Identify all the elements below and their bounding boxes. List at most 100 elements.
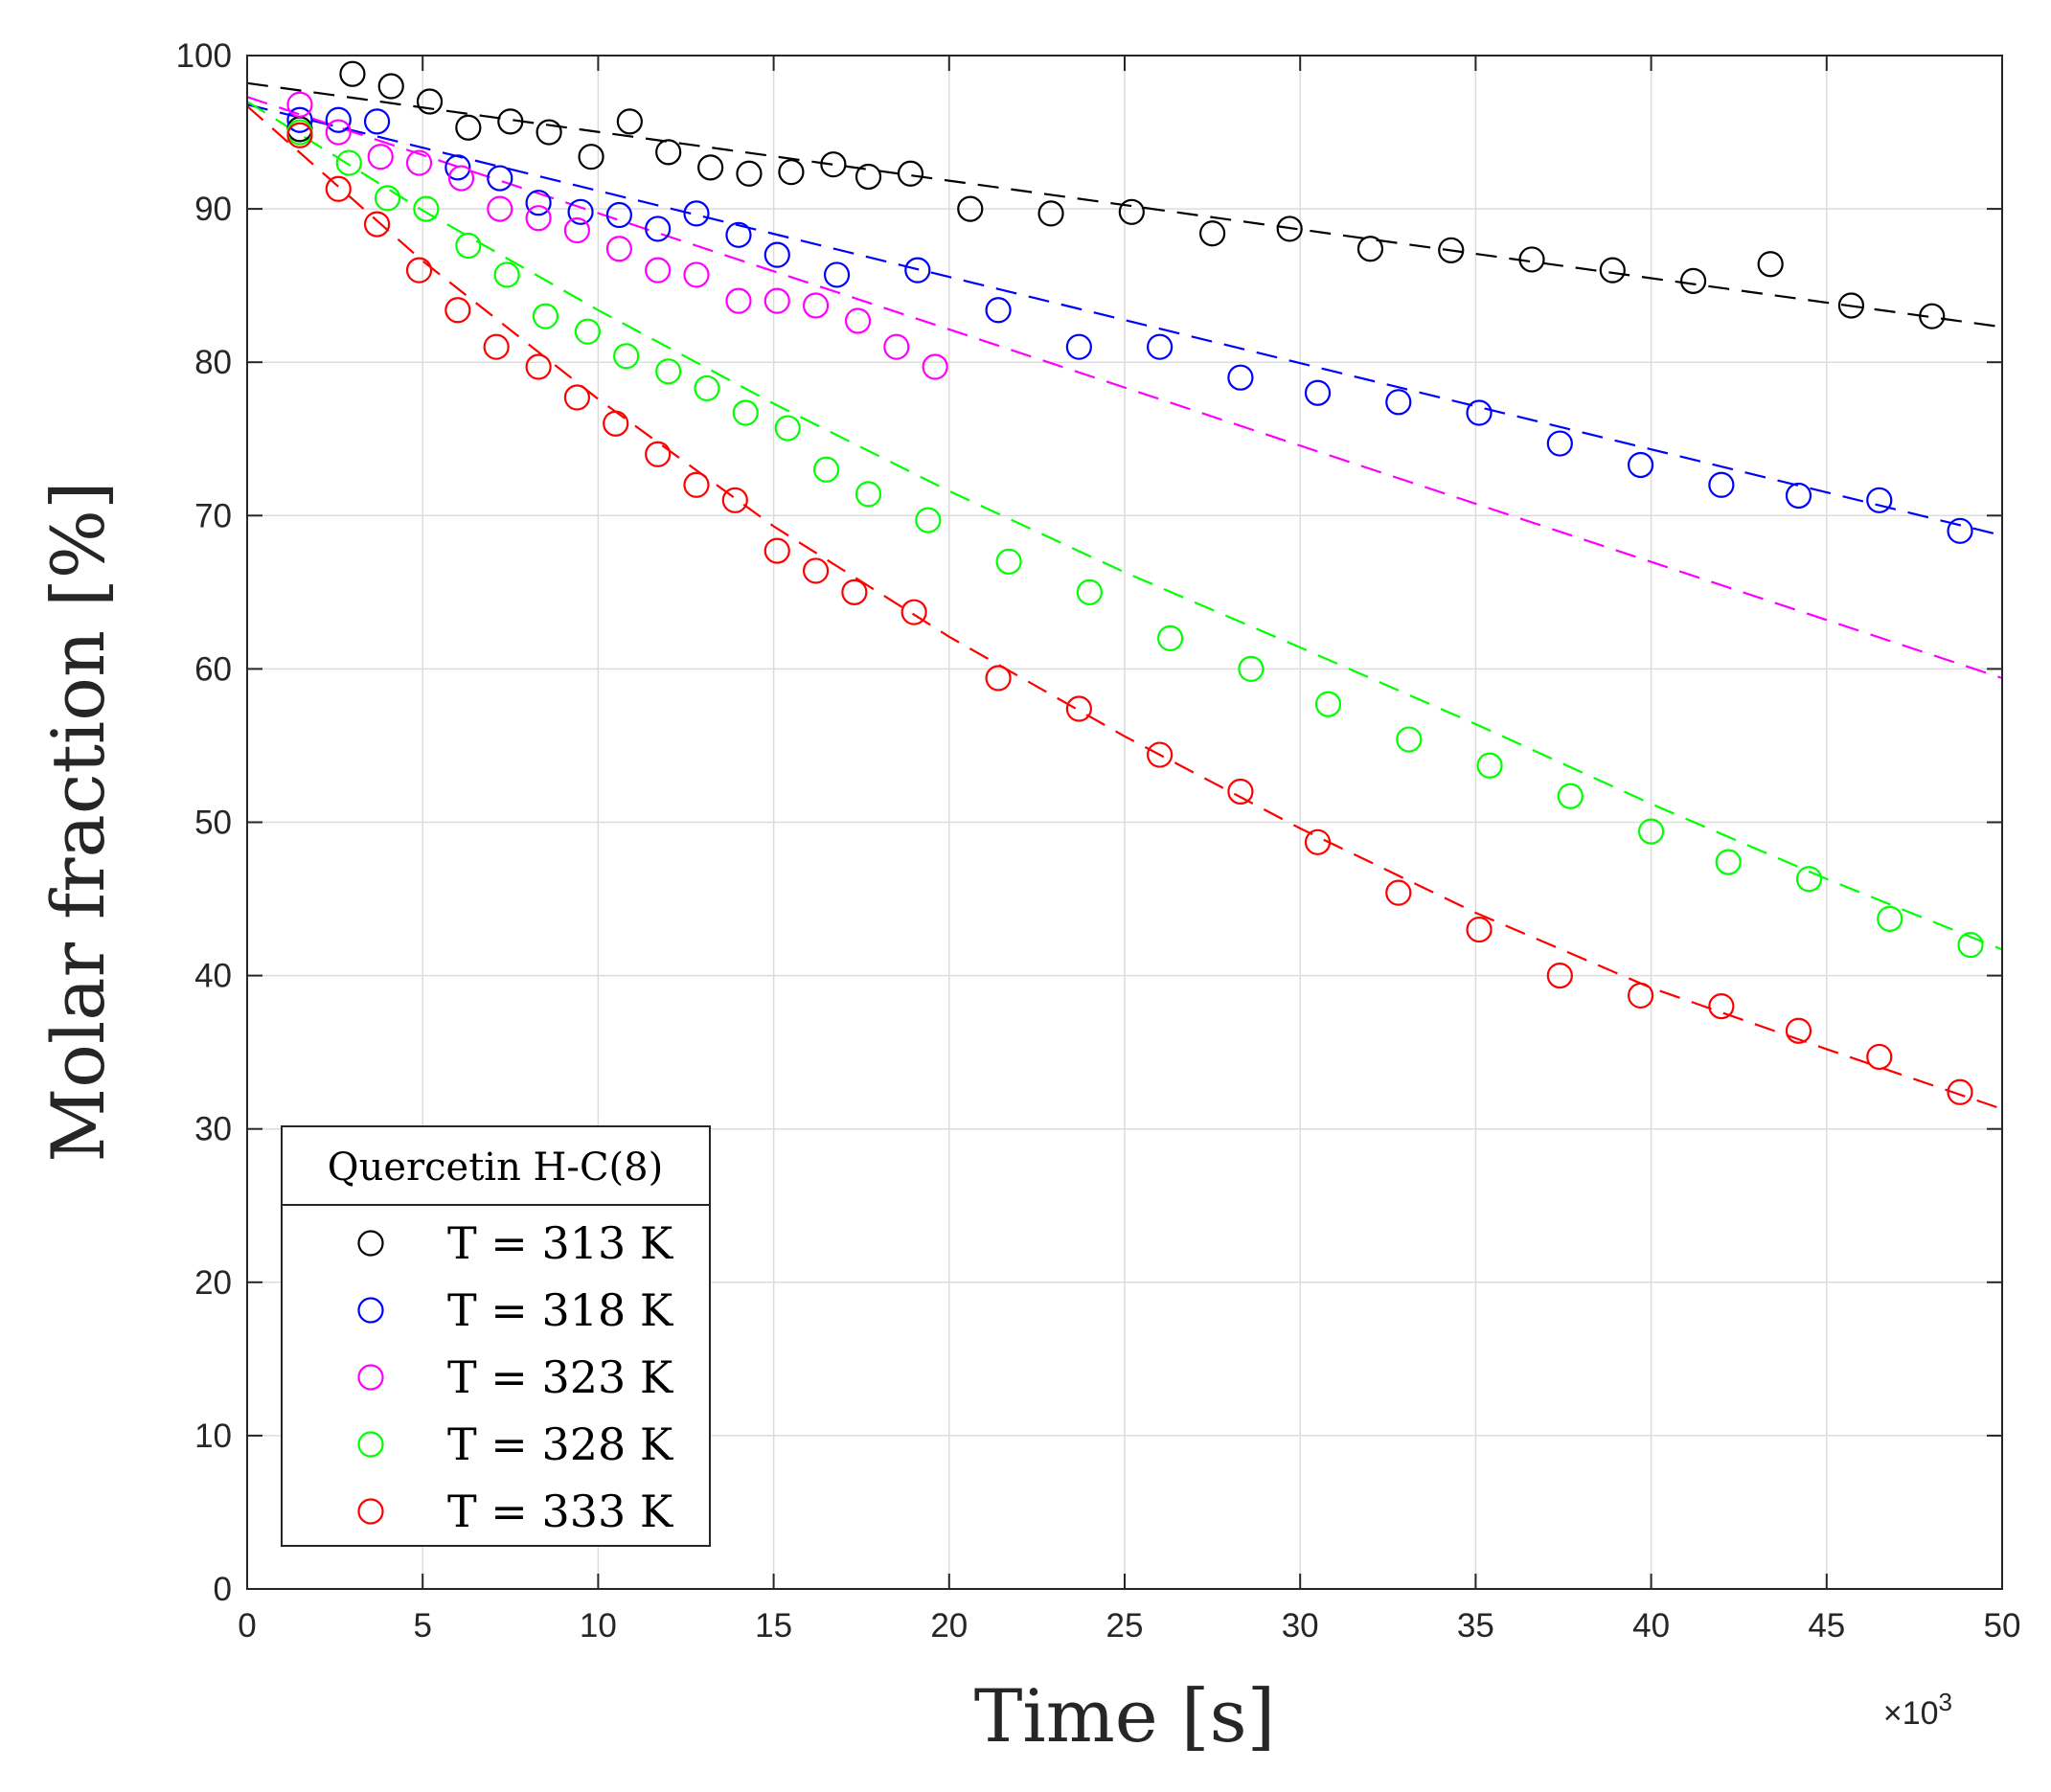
data-point-series-2 bbox=[1628, 451, 1654, 479]
data-point-series-4 bbox=[1076, 578, 1103, 605]
data-point-series-2 bbox=[1385, 389, 1412, 416]
data-point-series-1 bbox=[536, 119, 562, 146]
data-point-series-4 bbox=[335, 149, 362, 176]
legend-marker-5 bbox=[357, 1498, 384, 1525]
y-tick-label: 30 bbox=[194, 1111, 232, 1148]
data-point-series-2 bbox=[1866, 487, 1893, 513]
data-point-series-2 bbox=[286, 106, 313, 133]
data-point-series-1 bbox=[339, 60, 366, 87]
x-tick-label: 0 bbox=[238, 1607, 256, 1645]
data-point-series-5 bbox=[1147, 741, 1174, 768]
data-point-series-2 bbox=[1546, 430, 1573, 457]
data-point-series-5 bbox=[1785, 1017, 1812, 1044]
data-point-series-2 bbox=[444, 154, 471, 181]
legend-entries: T = 313 K T = 318 K T = 323 K T = 328 K T = … bbox=[357, 1217, 674, 1537]
data-point-series-2 bbox=[1947, 517, 1973, 544]
data-point-series-4 bbox=[1476, 752, 1503, 779]
data-point-series-2 bbox=[525, 190, 552, 216]
data-point-series-5 bbox=[1866, 1043, 1893, 1071]
data-point-series-2 bbox=[1147, 333, 1174, 360]
data-points bbox=[286, 60, 1984, 1105]
fit-line-4 bbox=[246, 101, 2003, 951]
data-point-series-2 bbox=[363, 108, 391, 135]
y-tick-label: 60 bbox=[194, 650, 232, 688]
data-point-series-3 bbox=[763, 287, 790, 314]
data-point-series-5 bbox=[985, 665, 1012, 692]
data-point-series-1 bbox=[578, 144, 604, 170]
y-tick-label: 0 bbox=[214, 1571, 232, 1608]
data-point-series-4 bbox=[532, 303, 559, 329]
y-tick-label: 70 bbox=[194, 497, 232, 534]
data-point-series-1 bbox=[497, 108, 524, 135]
data-point-series-2 bbox=[1708, 471, 1735, 498]
data-point-series-1 bbox=[1679, 267, 1707, 294]
legend-marker-1 bbox=[357, 1230, 384, 1257]
data-point-series-2 bbox=[985, 297, 1012, 324]
x-tick-label: 50 bbox=[1984, 1607, 2021, 1645]
data-point-series-1 bbox=[957, 195, 984, 222]
legend-marker-4 bbox=[357, 1431, 384, 1458]
x-tick-label: 45 bbox=[1808, 1607, 1845, 1645]
data-point-series-4 bbox=[694, 374, 720, 402]
data-point-series-4 bbox=[613, 343, 640, 370]
data-point-series-5 bbox=[1385, 879, 1412, 906]
data-point-series-4 bbox=[1957, 931, 1984, 959]
x-axis-title: Time [s] bbox=[974, 1673, 1276, 1758]
data-point-series-5 bbox=[645, 441, 672, 467]
data-point-series-5 bbox=[525, 353, 552, 380]
data-point-series-1 bbox=[1118, 198, 1145, 225]
data-point-series-5 bbox=[1947, 1078, 1973, 1105]
data-point-series-5 bbox=[603, 410, 629, 437]
x-tick-label: 5 bbox=[413, 1607, 431, 1645]
data-point-series-4 bbox=[374, 185, 401, 212]
data-point-series-3 bbox=[844, 307, 872, 334]
data-point-series-4 bbox=[1396, 726, 1423, 753]
data-point-series-3 bbox=[367, 144, 394, 170]
data-point-series-4 bbox=[655, 358, 682, 385]
data-point-series-5 bbox=[286, 122, 313, 148]
data-point-series-4 bbox=[1157, 624, 1184, 651]
data-point-series-1 bbox=[1356, 236, 1384, 262]
data-point-series-1 bbox=[897, 160, 924, 187]
data-point-series-4 bbox=[1314, 691, 1342, 717]
legend-label-5: T = 333 K bbox=[447, 1486, 674, 1537]
data-point-series-5 bbox=[1546, 962, 1573, 989]
data-point-series-1 bbox=[1919, 303, 1946, 329]
data-point-series-1 bbox=[697, 154, 724, 181]
data-point-series-3 bbox=[563, 216, 591, 244]
data-point-series-4 bbox=[812, 456, 840, 483]
data-point-series-5 bbox=[763, 537, 790, 564]
data-point-series-2 bbox=[1065, 333, 1092, 360]
data-point-series-3 bbox=[883, 333, 910, 360]
x-tick-label: 40 bbox=[1632, 1607, 1670, 1645]
y-tick-label: 90 bbox=[194, 191, 232, 228]
x-axis-multiplier: ×103 bbox=[1883, 1688, 1952, 1732]
x-tick-label: 30 bbox=[1282, 1607, 1319, 1645]
data-point-series-4 bbox=[1557, 783, 1584, 809]
data-point-series-4 bbox=[915, 507, 942, 533]
legend-label-4: T = 328 K bbox=[447, 1418, 674, 1470]
data-point-series-1 bbox=[455, 114, 482, 141]
data-point-series-4 bbox=[1715, 849, 1742, 875]
data-point-series-2 bbox=[1304, 379, 1332, 406]
x-tick-label: 25 bbox=[1106, 1607, 1144, 1645]
data-point-series-3 bbox=[725, 287, 752, 314]
data-point-series-2 bbox=[725, 221, 752, 248]
legend-label-2: T = 318 K bbox=[447, 1284, 674, 1336]
data-point-series-4 bbox=[574, 318, 602, 345]
y-tick-label: 100 bbox=[176, 37, 232, 75]
data-point-series-4 bbox=[855, 481, 882, 508]
data-point-series-1 bbox=[1037, 200, 1064, 227]
y-axis-title: Molar fraction [%] bbox=[35, 481, 121, 1162]
data-point-series-2 bbox=[1785, 482, 1812, 510]
data-point-series-4 bbox=[1877, 905, 1903, 932]
data-point-series-4 bbox=[455, 232, 482, 260]
data-point-series-4 bbox=[1637, 818, 1665, 845]
data-point-series-5 bbox=[444, 297, 471, 324]
x-multiplier-exponent: 3 bbox=[1939, 1688, 1952, 1716]
data-point-series-4 bbox=[1795, 866, 1823, 893]
data-point-series-5 bbox=[1708, 993, 1735, 1020]
data-point-series-3 bbox=[325, 119, 352, 146]
data-point-series-2 bbox=[325, 106, 352, 133]
